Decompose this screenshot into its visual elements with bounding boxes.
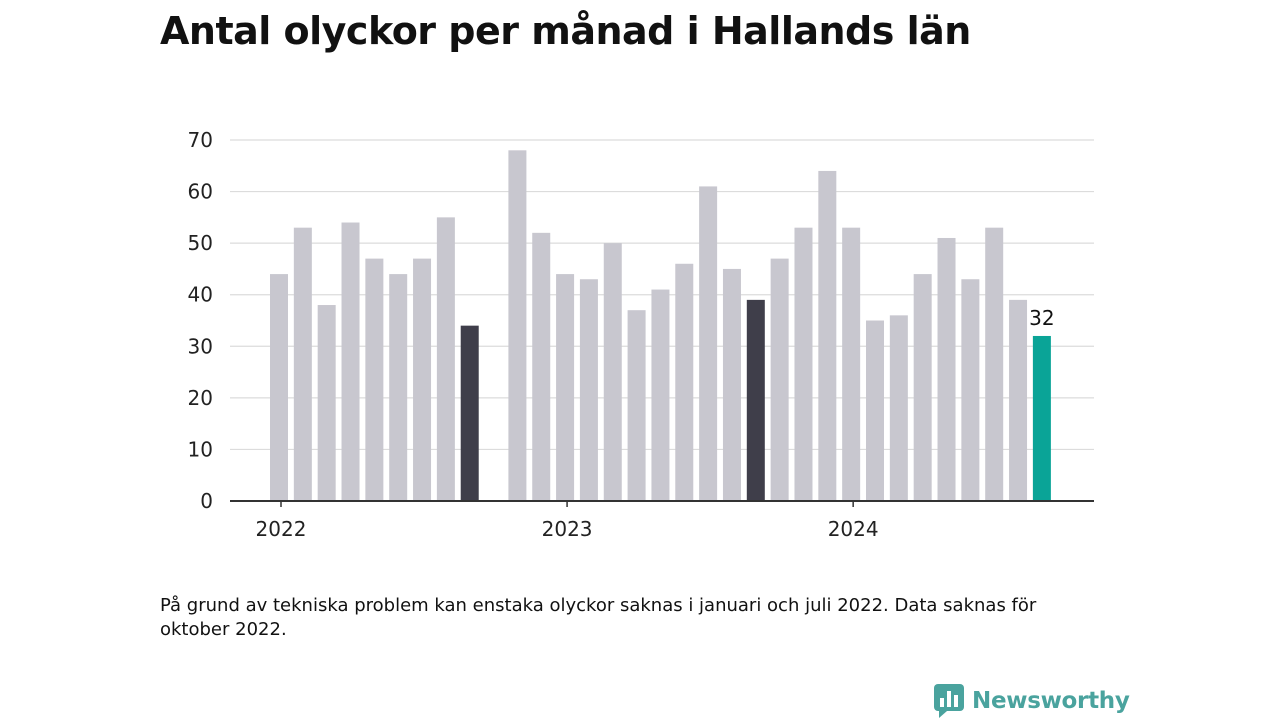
bar-2022-04 — [341, 222, 360, 501]
y-tick-label: 0 — [200, 489, 213, 513]
bar-2023-07 — [699, 186, 718, 501]
bar-2023-06 — [675, 263, 694, 501]
bar-2023-02 — [579, 279, 598, 501]
bar-2024-01 — [842, 227, 861, 501]
bar-2024-09 — [1032, 335, 1051, 501]
bar-2024-07 — [985, 227, 1004, 501]
y-tick-label: 70 — [188, 128, 213, 152]
bar-2022-12 — [532, 232, 551, 502]
bar-2023-05 — [651, 289, 670, 501]
data-label: 32 — [1029, 306, 1054, 330]
bar-2023-10 — [770, 258, 789, 501]
brand-name: Newsworthy — [972, 688, 1130, 714]
bar-2022-02 — [293, 227, 312, 501]
bar-chart: 0 10 20 30 40 50 60 70 32 2022 2023 2024 — [188, 128, 1094, 541]
bar-2023-11 — [794, 227, 813, 501]
y-tick-label: 30 — [188, 334, 213, 358]
bar-2024-02 — [866, 320, 884, 501]
newsworthy-logo: Newsworthy — [934, 684, 1130, 718]
bar-2023-03 — [603, 243, 622, 501]
y-tick-label: 20 — [188, 386, 213, 410]
bar-2022-06 — [389, 274, 408, 501]
bar-2023-04 — [627, 310, 646, 501]
bar-2022-05 — [365, 258, 384, 501]
bar-chart-speech-icon — [934, 684, 964, 718]
bar-2024-04 — [913, 274, 932, 501]
bar-2023-01 — [556, 274, 575, 501]
y-axis-ticks: 0 10 20 30 40 50 60 70 — [188, 128, 213, 513]
bar-2024-03 — [889, 315, 908, 501]
y-tick-label: 60 — [188, 180, 213, 204]
footnote: På grund av tekniska problem kan enstaka… — [160, 595, 1037, 640]
x-tick-label: 2022 — [256, 517, 307, 541]
bar-2022-01 — [270, 274, 288, 501]
bar-2022-09 — [460, 325, 479, 501]
bar-2023-09 — [746, 299, 765, 501]
bar-2022-03 — [317, 305, 336, 501]
bar-2024-06 — [961, 279, 980, 501]
bar-2024-08 — [1009, 299, 1028, 501]
bar-2023-12 — [818, 170, 837, 501]
bar-2023-08 — [722, 268, 741, 501]
bar-2024-05 — [937, 237, 956, 501]
chart-title: Antal olyckor per månad i Hallands län — [160, 9, 971, 53]
x-tick-label: 2024 — [828, 517, 879, 541]
bars — [270, 150, 1051, 502]
x-axis: 2022 2023 2024 — [230, 500, 1094, 541]
y-tick-label: 40 — [188, 283, 213, 307]
x-tick-label: 2023 — [542, 517, 593, 541]
data-labels: 32 — [1029, 306, 1054, 330]
y-tick-label: 50 — [188, 231, 213, 255]
y-tick-label: 10 — [188, 437, 213, 461]
bar-2022-07 — [413, 258, 432, 501]
bar-2022-11 — [508, 150, 527, 502]
bar-2022-08 — [436, 217, 455, 501]
